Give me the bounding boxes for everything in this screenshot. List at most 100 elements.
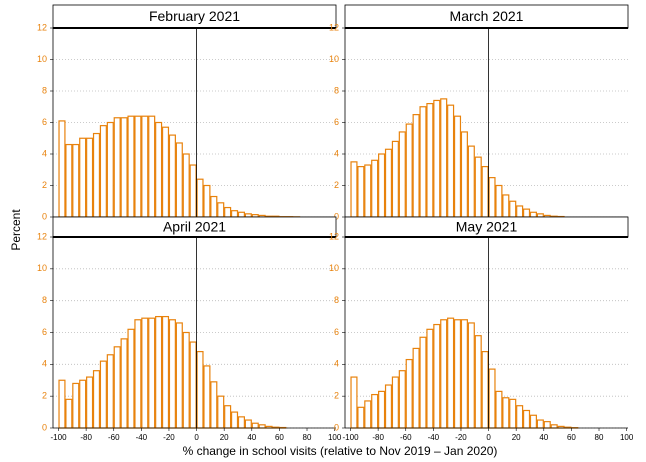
x-tick-label: 40 xyxy=(539,433,548,442)
bar xyxy=(65,398,73,429)
x-tick-label: -20 xyxy=(455,433,467,442)
bar xyxy=(481,351,489,429)
bar xyxy=(224,405,232,429)
bar xyxy=(244,419,252,429)
bar xyxy=(148,317,156,429)
bar xyxy=(419,336,427,429)
y-tick-label: 6 xyxy=(42,117,47,127)
bar xyxy=(412,114,420,218)
x-tick-label: -40 xyxy=(136,433,148,442)
bar xyxy=(224,206,232,218)
bar xyxy=(495,184,503,218)
bar xyxy=(357,406,365,429)
bar xyxy=(155,121,163,218)
bar xyxy=(217,395,225,429)
bar xyxy=(120,117,128,218)
bar xyxy=(371,159,379,218)
bar xyxy=(175,142,183,218)
bar xyxy=(120,338,128,429)
bar xyxy=(161,315,170,429)
bar xyxy=(141,115,149,218)
bar xyxy=(86,137,94,218)
bar xyxy=(127,115,135,218)
x-tick-label: -40 xyxy=(428,433,440,442)
bar xyxy=(371,393,379,429)
bar xyxy=(113,346,121,429)
bar xyxy=(453,115,462,218)
bar xyxy=(522,409,531,429)
bar xyxy=(447,104,455,218)
bar xyxy=(453,319,462,429)
bar xyxy=(516,205,524,218)
x-tick-label: 60 xyxy=(275,433,284,442)
bar xyxy=(230,411,239,429)
bar xyxy=(419,106,427,218)
bar xyxy=(168,134,176,218)
y-tick-label: 0 xyxy=(42,211,47,221)
bar xyxy=(398,131,406,218)
bar xyxy=(79,379,87,429)
bar xyxy=(106,121,114,218)
y-tick-label: 8 xyxy=(334,85,339,95)
y-tick-label: 6 xyxy=(334,327,339,337)
bar xyxy=(516,405,524,429)
bar xyxy=(391,376,399,429)
bar xyxy=(426,328,434,429)
bar xyxy=(230,210,239,218)
bar xyxy=(244,213,252,218)
bar xyxy=(509,398,517,429)
x-tick-label: 0 xyxy=(194,433,199,442)
bar xyxy=(433,99,441,218)
bar xyxy=(398,370,406,429)
y-tick-label: 10 xyxy=(329,54,339,64)
bar xyxy=(134,115,142,218)
bar xyxy=(460,319,468,429)
bar xyxy=(426,102,434,218)
bar xyxy=(384,148,393,218)
bar xyxy=(378,153,386,218)
bar xyxy=(412,347,420,429)
bar xyxy=(189,164,197,218)
y-tick-label: 4 xyxy=(42,359,47,369)
x-tick-label: 40 xyxy=(247,433,256,442)
x-tick-label: -60 xyxy=(108,433,120,442)
bar xyxy=(536,419,544,429)
bar xyxy=(522,208,531,218)
bar xyxy=(495,390,503,429)
bar xyxy=(502,397,510,429)
panel-title: April 2021 xyxy=(163,219,226,235)
bar xyxy=(175,322,183,429)
bar xyxy=(391,140,399,218)
y-tick-label: 4 xyxy=(334,148,339,158)
bar xyxy=(92,370,101,429)
x-tick-label: 100 xyxy=(328,433,342,442)
bar xyxy=(350,161,358,218)
bar xyxy=(148,115,156,218)
bar xyxy=(203,184,211,218)
x-axis-label: % change in school visits (relative to N… xyxy=(183,444,498,458)
bar xyxy=(72,143,80,218)
bar xyxy=(536,213,544,218)
y-tick-label: 4 xyxy=(334,359,339,369)
y-tick-label: 6 xyxy=(42,327,47,337)
y-tick-label: 12 xyxy=(37,22,47,32)
bar xyxy=(364,400,372,429)
panel-title: February 2021 xyxy=(149,8,240,24)
bar xyxy=(58,379,66,429)
bar xyxy=(440,319,448,429)
y-tick-label: 0 xyxy=(334,211,339,221)
y-tick-label: 2 xyxy=(42,391,47,401)
y-tick-label: 2 xyxy=(334,180,339,190)
y-tick-label: 2 xyxy=(42,180,47,190)
y-tick-label: 12 xyxy=(329,22,339,32)
bar xyxy=(474,156,482,218)
bar xyxy=(196,178,204,218)
x-tick-label: 80 xyxy=(595,433,604,442)
bar xyxy=(182,153,190,218)
x-tick-label: 20 xyxy=(512,433,521,442)
bar xyxy=(58,120,66,218)
bar xyxy=(550,424,558,429)
bar xyxy=(86,376,94,429)
bar xyxy=(106,354,114,429)
